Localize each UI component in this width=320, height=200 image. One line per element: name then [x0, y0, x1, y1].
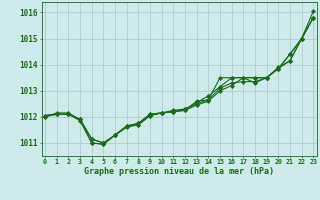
X-axis label: Graphe pression niveau de la mer (hPa): Graphe pression niveau de la mer (hPa): [84, 167, 274, 176]
